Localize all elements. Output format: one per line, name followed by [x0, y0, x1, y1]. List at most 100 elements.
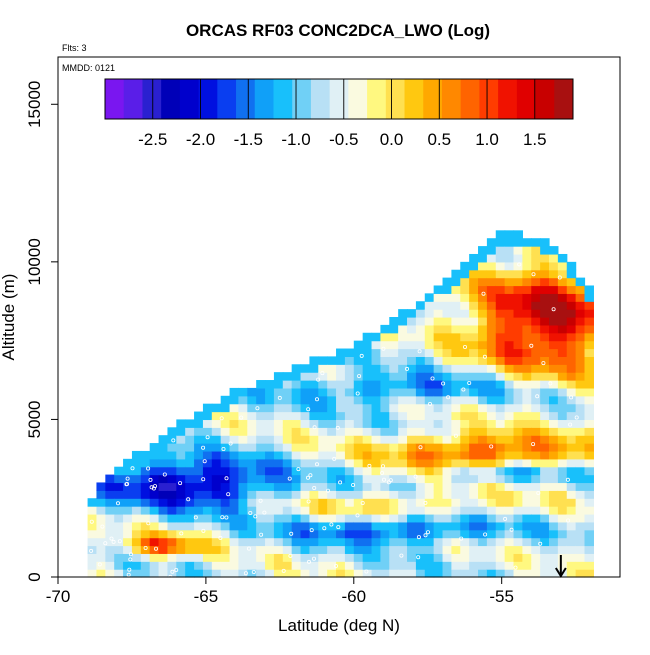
heatmap-cell — [540, 372, 550, 381]
heatmap-cell — [371, 513, 382, 523]
observation-marker — [551, 307, 556, 312]
heatmap-cell — [557, 309, 568, 318]
heatmap-cell — [575, 340, 586, 350]
heatmap-cell — [380, 435, 390, 444]
heatmap-cell — [549, 506, 559, 515]
heatmap-cell — [460, 387, 470, 397]
heatmap-cell — [478, 419, 488, 428]
heatmap-cell — [486, 474, 497, 484]
colorbar-tick-label: -1.0 — [281, 130, 310, 149]
heatmap-cell — [557, 490, 568, 499]
heatmap-cell — [300, 482, 311, 491]
heatmap-cell — [469, 372, 479, 381]
heatmap-cell — [451, 537, 461, 547]
observation-marker — [355, 391, 360, 396]
heatmap-cell — [185, 474, 195, 484]
heatmap-cell — [513, 269, 523, 279]
heatmap-cell — [478, 553, 488, 562]
heatmap-cell — [380, 553, 390, 562]
heatmap-cell — [495, 411, 506, 421]
heatmap-cell — [140, 490, 151, 499]
heatmap-cell — [238, 553, 248, 562]
heatmap-cell — [486, 332, 497, 342]
heatmap-cell — [114, 561, 124, 570]
heatmap-cell — [557, 474, 568, 484]
heatmap-cell — [336, 569, 346, 578]
heatmap-cell — [415, 301, 426, 310]
heatmap-cell — [291, 490, 302, 499]
heatmap-cell — [424, 545, 435, 554]
heatmap-cell — [362, 498, 373, 507]
heatmap-cell — [513, 387, 523, 397]
heatmap-cell — [424, 521, 435, 531]
heatmap-cell — [540, 521, 550, 531]
heatmap-cell — [575, 553, 586, 562]
heatmap-cell — [575, 569, 586, 578]
heatmap-cell — [513, 309, 523, 318]
heatmap-cell — [451, 458, 461, 468]
heatmap-cell — [522, 309, 532, 318]
heatmap-cell — [451, 482, 461, 491]
heatmap-cell — [300, 490, 311, 499]
heatmap-cell — [353, 561, 364, 570]
heatmap-cell — [105, 490, 115, 499]
heatmap-cell — [584, 380, 594, 389]
heatmap-cell — [469, 293, 479, 302]
heatmap-cell — [460, 340, 470, 350]
heatmap-cell — [353, 348, 364, 357]
heatmap-cell — [513, 403, 523, 413]
heatmap-cell — [460, 419, 470, 428]
observation-marker — [531, 442, 536, 447]
heatmap-cell — [273, 498, 284, 507]
heatmap-cell — [131, 561, 142, 570]
heatmap-cell — [575, 490, 586, 499]
heatmap-cell — [273, 372, 284, 381]
chart-title: ORCAS RF03 CONC2DCA_LWO (Log) — [186, 21, 490, 40]
heatmap-cell — [265, 561, 275, 570]
heatmap-cell — [140, 561, 151, 570]
heatmap-cell — [549, 340, 559, 350]
heatmap-cell — [478, 387, 488, 397]
heatmap-cell — [433, 403, 444, 413]
observation-marker — [332, 456, 337, 461]
heatmap-cell — [211, 506, 222, 515]
heatmap-cell — [282, 380, 293, 389]
heatmap-cell — [158, 545, 169, 554]
heatmap-cell — [327, 450, 337, 460]
heatmap-cell — [123, 529, 133, 539]
heatmap-cell — [486, 529, 497, 539]
heatmap-cell — [478, 537, 488, 547]
heatmap-cell — [531, 450, 541, 460]
heatmap-cell — [557, 411, 568, 421]
heatmap-cell — [211, 498, 222, 507]
observation-marker — [312, 425, 317, 430]
heatmap-cell — [451, 474, 461, 484]
heatmap-cell — [469, 529, 479, 539]
heatmap-cell — [362, 553, 373, 562]
heatmap-cell — [327, 490, 337, 499]
heatmap-cell — [309, 356, 319, 365]
heatmap-cell — [247, 411, 257, 421]
heatmap-cell — [531, 364, 541, 373]
heatmap-cell — [522, 261, 532, 271]
heatmap-cell — [522, 301, 532, 310]
heatmap-cell — [469, 474, 479, 484]
heatmap-cell — [194, 561, 204, 570]
heatmap-cell — [513, 498, 523, 507]
heatmap-cell — [344, 498, 355, 507]
heatmap-cell — [140, 466, 151, 476]
heatmap-cell — [291, 411, 302, 421]
heatmap-cell — [300, 435, 311, 444]
heatmap-cell — [318, 411, 328, 421]
heatmap-cell — [478, 411, 488, 421]
heatmap-cell — [167, 474, 177, 484]
heatmap-cell — [220, 435, 231, 444]
heatmap-cell — [407, 482, 417, 491]
heatmap-cell — [504, 450, 515, 460]
heatmap-cell — [451, 395, 461, 405]
heatmap-cell — [318, 372, 328, 381]
heatmap-cell — [371, 340, 382, 350]
heatmap-cell — [469, 569, 479, 578]
heatmap-cell — [540, 277, 550, 287]
colorbar-tick-label: -1.5 — [234, 130, 263, 149]
